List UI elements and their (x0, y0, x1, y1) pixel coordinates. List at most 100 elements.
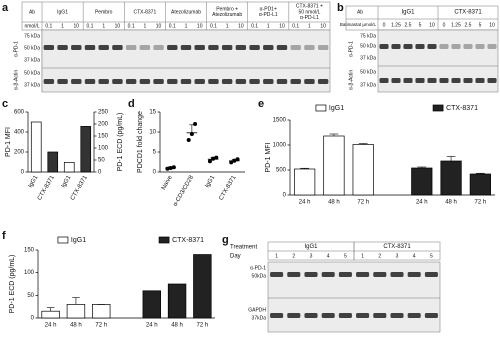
x-tick-label: 72 h (357, 200, 369, 206)
blot-band (235, 79, 247, 84)
y-tick-label: 50 (27, 293, 34, 299)
bar (193, 254, 212, 319)
blot-band (356, 272, 370, 277)
bar (66, 304, 86, 319)
bar (30, 121, 42, 173)
blot-band (407, 272, 421, 277)
blot-band (290, 45, 301, 50)
blot-band (317, 45, 329, 50)
blot-band (415, 44, 425, 49)
group-label: CTX-8371 (133, 9, 156, 15)
blot-label: α-β-Actin (13, 70, 19, 90)
blot-band (403, 44, 413, 49)
dose-label: 10 (489, 22, 495, 28)
blot-band (321, 313, 335, 318)
blot-band (427, 78, 437, 83)
blot-band (379, 44, 389, 49)
panel-letter: f (2, 230, 6, 242)
group-label: IgG1 (57, 9, 68, 15)
blot-band (373, 313, 387, 318)
dose-label: 1 (143, 23, 146, 29)
blot-band (317, 79, 329, 84)
blot-band (475, 78, 485, 83)
blot-band (125, 79, 137, 84)
blot-band (439, 78, 449, 83)
blot-band (356, 313, 370, 318)
bar (294, 168, 316, 196)
panel-letter: d (128, 98, 135, 110)
blot-band (208, 45, 219, 50)
day-label: 1 (361, 253, 364, 259)
dose-label: 10 (279, 23, 285, 29)
marker-label: 37 kDa (360, 82, 376, 88)
blot-band (403, 78, 413, 83)
x-tick-label: Naive (161, 174, 174, 191)
bar (411, 167, 433, 196)
data-point (214, 155, 219, 160)
day-label: 2 (292, 253, 295, 259)
data-point (186, 138, 191, 142)
dose-label: 0.1 (292, 23, 299, 29)
bar (469, 173, 491, 196)
x-tick-label: 48 h (171, 323, 183, 329)
y-tick-label: 600 (14, 110, 25, 116)
bar (323, 135, 345, 196)
y-axis-title: PD-1 MFI (265, 142, 272, 172)
dose-label: 1 (267, 23, 270, 29)
x-tick-label: CTX-8371 (70, 174, 89, 201)
marker-label: 50 kDa (24, 45, 40, 51)
blot-band (487, 78, 497, 83)
x-tick-label: IgG1 (61, 174, 73, 189)
marker-label: 37kDa (252, 315, 267, 321)
dose-label: 0.1 (87, 23, 94, 29)
y2-axis-title: PD-1 ECD (pg/mL) (117, 113, 124, 172)
blot-band (180, 79, 192, 84)
blot-band (167, 79, 178, 84)
marker-label: 37 kDa (24, 82, 40, 88)
blot-band (304, 272, 318, 277)
blot-band (439, 44, 449, 49)
y-tick-label: 0 (153, 170, 157, 176)
data-point (189, 132, 194, 136)
dose-label: 0.1 (128, 23, 135, 29)
blot-band (43, 45, 55, 50)
dose-label: 10 (320, 23, 326, 29)
dose-label: 10 (115, 23, 121, 29)
y-axis-title: PDCD1 fold change (137, 111, 144, 173)
dose-label: 1 (102, 23, 105, 29)
data-point (165, 166, 170, 171)
blot-band (390, 272, 404, 277)
marker-label: 50 kDa (360, 69, 376, 75)
blot-band (249, 45, 260, 50)
blot-band (475, 44, 485, 49)
dose-label: 0.1 (45, 23, 52, 29)
bar (80, 126, 92, 173)
blot-band (194, 45, 205, 50)
bar (41, 310, 60, 319)
group-label: Pembro + (216, 7, 238, 13)
day-label: 5 (430, 253, 433, 259)
blot-band (304, 313, 318, 318)
bar (352, 144, 374, 196)
marker-label: 50kDa (252, 273, 267, 279)
blot-band (451, 78, 461, 83)
x-tick-label: 48 h (328, 200, 340, 206)
blot-band (427, 44, 437, 49)
blot-band (338, 313, 352, 318)
dose-label: 10 (429, 22, 435, 28)
day-label: 3 (396, 253, 399, 259)
data-point (171, 165, 176, 170)
day-label: 4 (413, 253, 416, 259)
blot-label: α-PD-1 (250, 265, 266, 271)
y-tick-label: 150 (24, 248, 35, 254)
blot-label: GAPDH (248, 307, 266, 313)
blot-band (391, 78, 401, 83)
group-label: IgG1 (304, 244, 318, 250)
x-tick-label: 72 h (197, 323, 209, 329)
group-label: CTX-8371 (383, 244, 411, 250)
x-tick-label: α-CD3/CD28 (173, 174, 196, 207)
blot-label: α-PD-1 (348, 41, 354, 57)
row-label: Day (230, 254, 241, 260)
legend-swatch (432, 104, 444, 112)
